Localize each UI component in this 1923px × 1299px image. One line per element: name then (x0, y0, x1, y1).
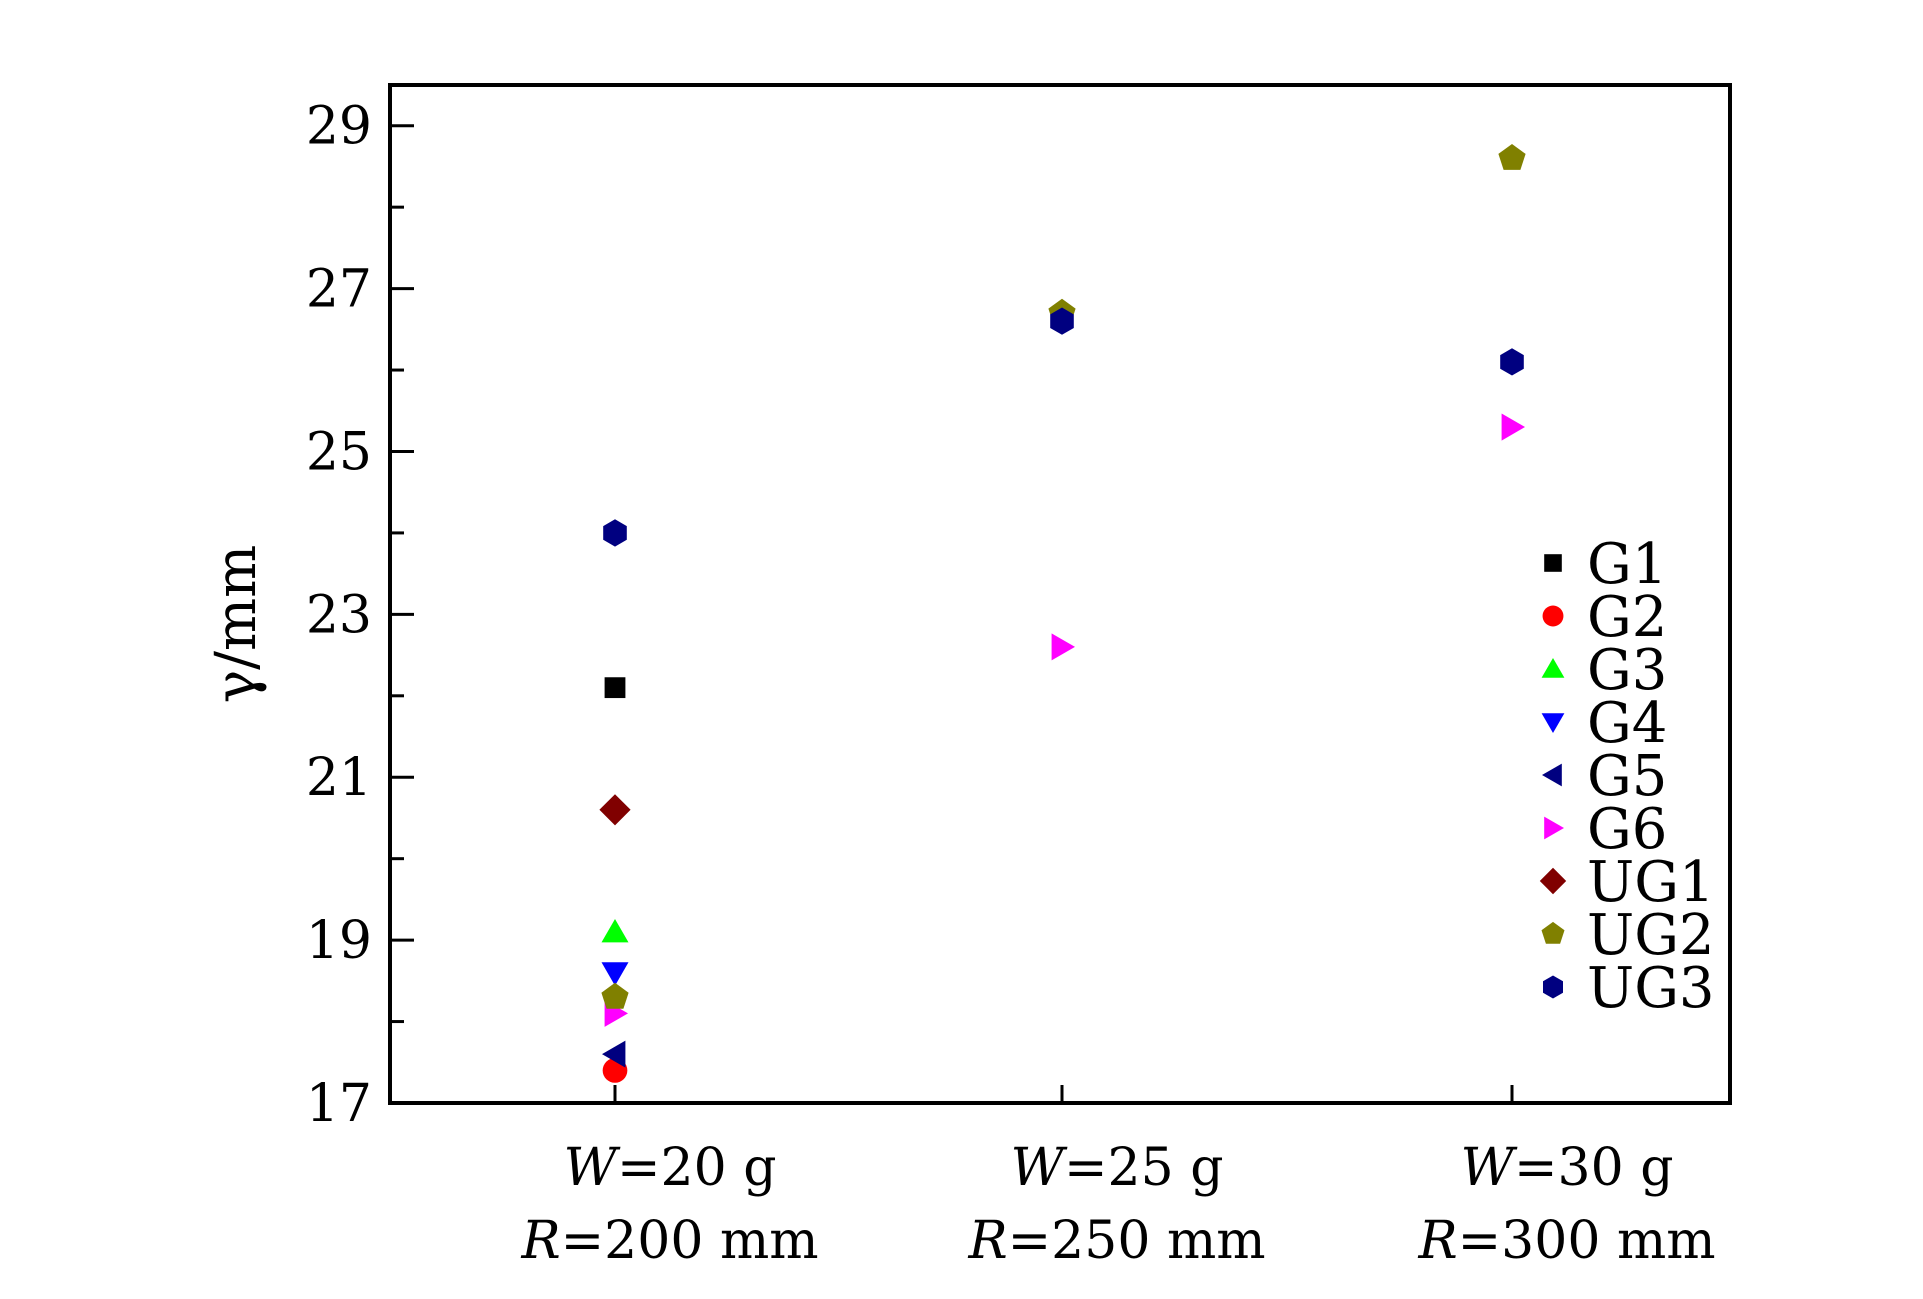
data-point-g5 (602, 1040, 626, 1068)
data-point-g6 (1501, 413, 1525, 441)
y-axis-label-group: γ/mm (204, 545, 269, 704)
x-tick-label-line2-rest: =300 mm (1458, 1211, 1716, 1271)
legend-label-ug3: UG3 (1587, 956, 1715, 1021)
plot-frame (388, 83, 1732, 1105)
data-point-g6 (1051, 633, 1075, 661)
x-tick-label-line2: R=300 mm (1417, 1211, 1715, 1271)
legend-label-g6: G6 (1587, 797, 1667, 862)
x-tick-label-line1: W=30 g (1460, 1138, 1673, 1198)
legend-marker-g5 (1542, 763, 1562, 787)
legend-marker-g3 (1541, 658, 1565, 678)
x-tick-label-line1-rest: =30 g (1514, 1138, 1674, 1198)
legend-item-ug3: UG3 (1543, 956, 1715, 1021)
data-point-ug1 (599, 794, 631, 826)
x-tick-label-line1-var: W (1010, 1138, 1067, 1198)
x-tick-label-line1-var: W (563, 1138, 620, 1198)
legend-label-ug2: UG2 (1587, 903, 1715, 968)
data-point-ug2 (601, 982, 629, 1009)
legend-item-ug1: UG1 (1539, 850, 1715, 915)
x-tick-label-line2-var: R (1417, 1211, 1457, 1271)
legend-item-g1: G1 (1544, 532, 1667, 597)
legend-marker-g6 (1544, 816, 1564, 840)
legend-label-g1: G1 (1587, 532, 1667, 597)
y-tick-label: 23 (306, 585, 372, 645)
x-tick-label-line1-rest: =25 g (1064, 1138, 1224, 1198)
y-tick-label: 21 (306, 748, 372, 808)
legend-item-g5: G5 (1542, 744, 1667, 809)
plot-frame-group (388, 83, 1732, 1105)
data-point-ug3 (1500, 348, 1524, 376)
data-point-ug3 (1050, 307, 1074, 335)
x-tick-label-line2-rest: =200 mm (561, 1211, 819, 1271)
x-tick-label-line1: W=20 g (563, 1138, 776, 1198)
x-tick-label-line2-var: R (520, 1211, 560, 1271)
legend-marker-g4 (1541, 713, 1565, 733)
x-axis: W=20 gR=200 mmW=25 gR=250 mmW=30 gR=300 … (520, 1085, 1716, 1271)
legend-marker-ug3 (1543, 975, 1563, 999)
y-tick-label: 19 (306, 911, 372, 971)
legend-label-g4: G4 (1587, 691, 1667, 756)
y-tick-label: 29 (306, 97, 372, 157)
data-point-g1 (604, 677, 626, 699)
x-tick-label-line2: R=250 mm (967, 1211, 1265, 1271)
legend-item-g6: G6 (1544, 797, 1667, 862)
x-tick-label-line2: R=200 mm (520, 1211, 818, 1271)
x-tick-label-line1-rest: =20 g (617, 1138, 777, 1198)
x-tick-label-line1-var: W (1460, 1138, 1517, 1198)
legend-item-g4: G4 (1541, 691, 1667, 756)
data-point-ug2 (1498, 144, 1526, 170)
legend-item-ug2: UG2 (1541, 903, 1715, 968)
data-points (599, 144, 1526, 1083)
legend-marker-ug1 (1539, 867, 1567, 895)
legend-item-g3: G3 (1541, 638, 1667, 703)
x-tick-label-line2-var: R (967, 1211, 1007, 1271)
data-point-ug3 (603, 519, 627, 547)
x-tick-label-line1: W=25 g (1010, 1138, 1223, 1198)
legend-marker-g1 (1544, 554, 1562, 572)
y-tick-label: 27 (306, 260, 372, 320)
y-tick-label: 25 (306, 422, 372, 482)
legend-label-g3: G3 (1587, 638, 1667, 703)
legend-label-g2: G2 (1587, 585, 1667, 650)
legend-marker-g2 (1542, 605, 1564, 627)
legend-label-ug1: UG1 (1587, 850, 1715, 915)
x-tick-label-line2-rest: =250 mm (1008, 1211, 1266, 1271)
legend-item-g2: G2 (1542, 585, 1667, 650)
data-point-g4 (601, 962, 629, 986)
y-tick-label: 17 (306, 1074, 372, 1134)
y-axis-label: γ/mm (204, 545, 269, 704)
data-point-g3 (601, 919, 629, 943)
legend-marker-ug2 (1541, 921, 1565, 944)
legend-label-g5: G5 (1587, 744, 1667, 809)
y-axis: 17 19 21 23 25 27 29 (306, 97, 414, 1134)
